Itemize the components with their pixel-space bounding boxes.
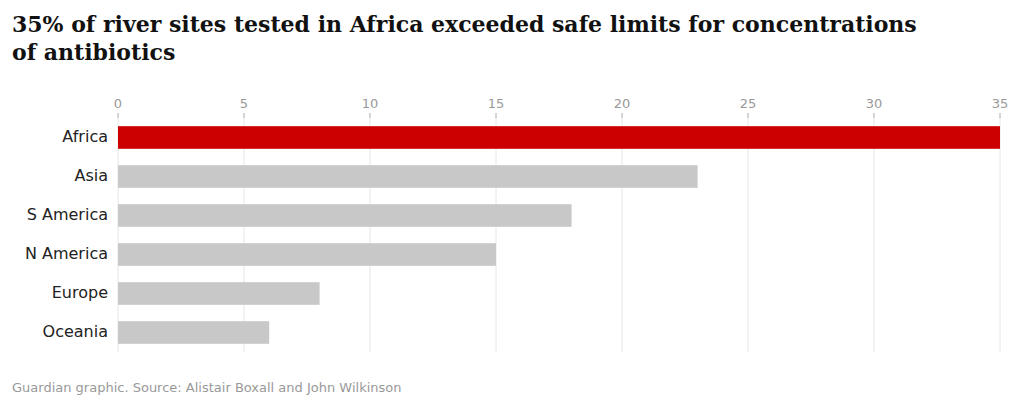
grid-line [370, 118, 371, 352]
tick-mark [496, 113, 497, 118]
title: 35% of river sites tested in Africa exce… [12, 11, 917, 65]
bar [118, 321, 269, 344]
bar [118, 204, 572, 227]
tick-label: 5 [240, 96, 248, 111]
tick-mark [118, 113, 119, 118]
tick-label: 0 [114, 96, 122, 111]
tick-mark [622, 113, 623, 118]
grid-line [622, 118, 623, 352]
grid-line [874, 118, 875, 352]
tick-label: 15 [488, 96, 505, 111]
bar [118, 282, 320, 305]
tick-mark [244, 113, 245, 118]
category-label: Europe [52, 283, 108, 302]
tick-mark [1000, 113, 1001, 118]
category-label: Asia [74, 166, 108, 185]
bar [118, 126, 1000, 149]
source-note: Guardian graphic. Source: Alistair Boxal… [12, 380, 402, 395]
grid-line [118, 118, 119, 352]
grid-line [1000, 118, 1001, 352]
category-label: S America [27, 205, 108, 224]
tick-label: 25 [740, 96, 757, 111]
category-label: Africa [62, 127, 108, 146]
grid-line [244, 118, 245, 352]
category-label: N America [25, 244, 108, 263]
category-label: Oceania [43, 322, 108, 341]
grid-line [496, 118, 497, 352]
bars [118, 126, 1000, 344]
chart: 35% of river sites tested in Africa exce… [0, 0, 1024, 404]
tick-label: 35 [992, 96, 1009, 111]
tick-label: 20 [614, 96, 631, 111]
tick-mark [370, 113, 371, 118]
grid [118, 118, 1000, 352]
tick-mark [748, 113, 749, 118]
grid-line [748, 118, 749, 352]
tick-label: 10 [362, 96, 379, 111]
bar [118, 243, 496, 266]
title-line: 35% of river sites tested in Africa exce… [12, 11, 917, 37]
tick-label: 30 [866, 96, 883, 111]
tick-mark [874, 113, 875, 118]
bar [118, 165, 698, 188]
title-line: of antibiotics [12, 39, 175, 65]
